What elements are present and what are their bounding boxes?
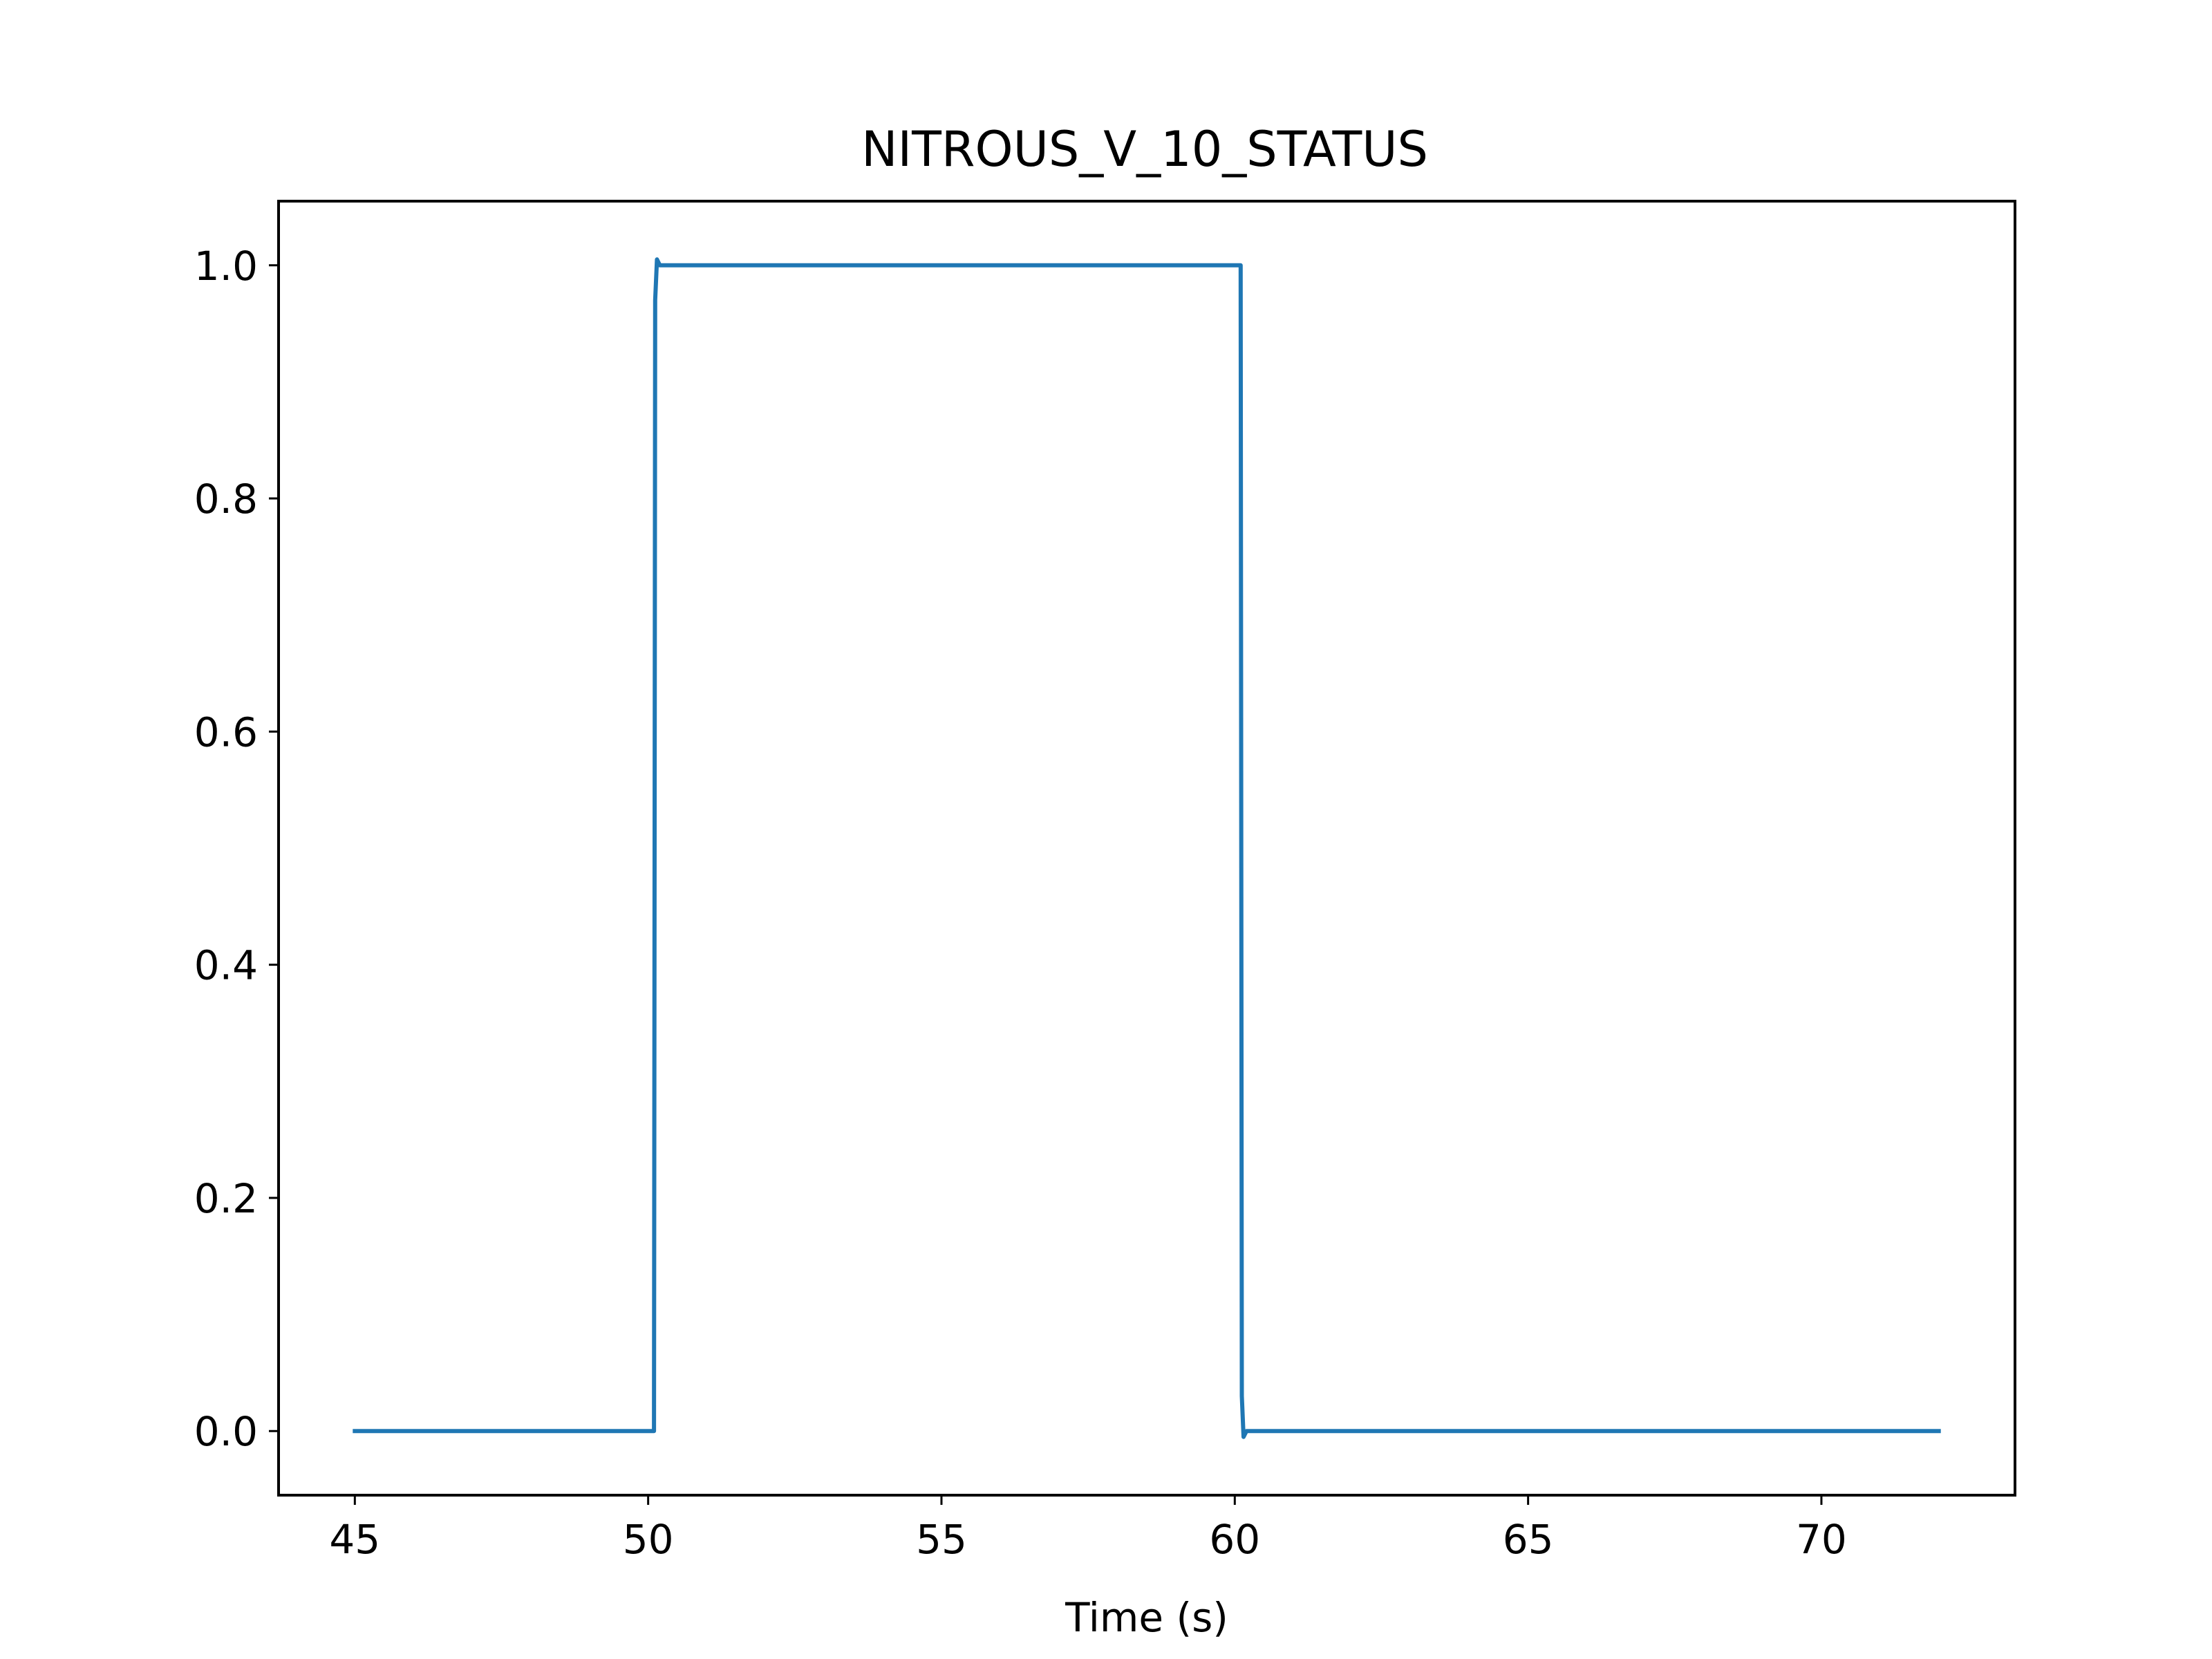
y-tick-label: 0.6 [194, 709, 258, 756]
x-tick-label: 55 [916, 1516, 967, 1563]
y-tick-label: 0.4 [194, 942, 258, 989]
plot-area [277, 200, 2016, 1497]
axes-frame [277, 200, 2016, 1497]
x-tick-label: 50 [623, 1516, 674, 1563]
y-tick-label: 0.2 [194, 1175, 258, 1222]
x-axis: 45 50 55 60 65 70 [329, 1495, 1847, 1563]
series-line-0 [353, 257, 1941, 1439]
x-tick-label: 60 [1209, 1516, 1260, 1563]
series-layer [353, 257, 1941, 1439]
x-tick-label: 70 [1796, 1516, 1847, 1563]
y-axis: 0.0 0.2 0.4 0.6 0.8 1.0 [194, 243, 279, 1455]
x-tick-label: 45 [329, 1516, 380, 1563]
y-tick-label: 0.0 [194, 1408, 258, 1455]
x-tick-label: 65 [1503, 1516, 1554, 1563]
y-tick-label: 1.0 [194, 243, 258, 290]
y-tick-label: 0.8 [194, 476, 258, 523]
x-axis-label: Time (s) [1065, 1594, 1228, 1641]
chart-title: NITROUS_V_10_STATUS [861, 121, 1428, 178]
